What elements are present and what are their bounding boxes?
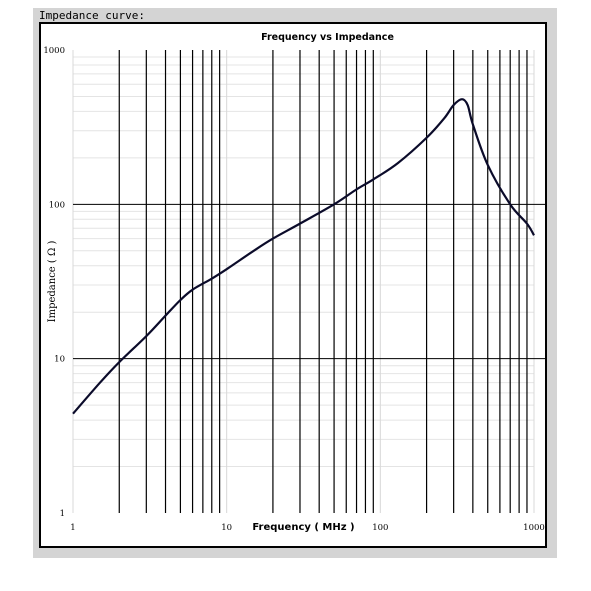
- y-tick-label: 1000: [43, 46, 65, 56]
- y-tick-label: 10: [54, 355, 65, 365]
- impedance-line-0: [72, 98, 535, 415]
- x-axis-label: Frequency ( MHz ): [252, 522, 354, 533]
- y-axis-label: Impedance ( Ω ): [47, 241, 58, 323]
- x-tick-label: 1: [70, 523, 75, 533]
- chart-title: Frequency vs Impedance: [261, 32, 394, 43]
- impedance-chart: Frequency vs Impedance Frequency ( MHz )…: [43, 32, 545, 533]
- y-tick-label: 100: [49, 200, 65, 210]
- y-tick-label: 1: [60, 509, 65, 519]
- chart-area: Frequency vs Impedance Frequency ( MHz )…: [39, 22, 547, 548]
- x-tick-label: 100: [372, 523, 388, 533]
- impedance-caption: Impedance curve:: [39, 9, 145, 22]
- x-tick-label: 10: [221, 523, 232, 533]
- x-tick-label: 1000: [523, 523, 545, 533]
